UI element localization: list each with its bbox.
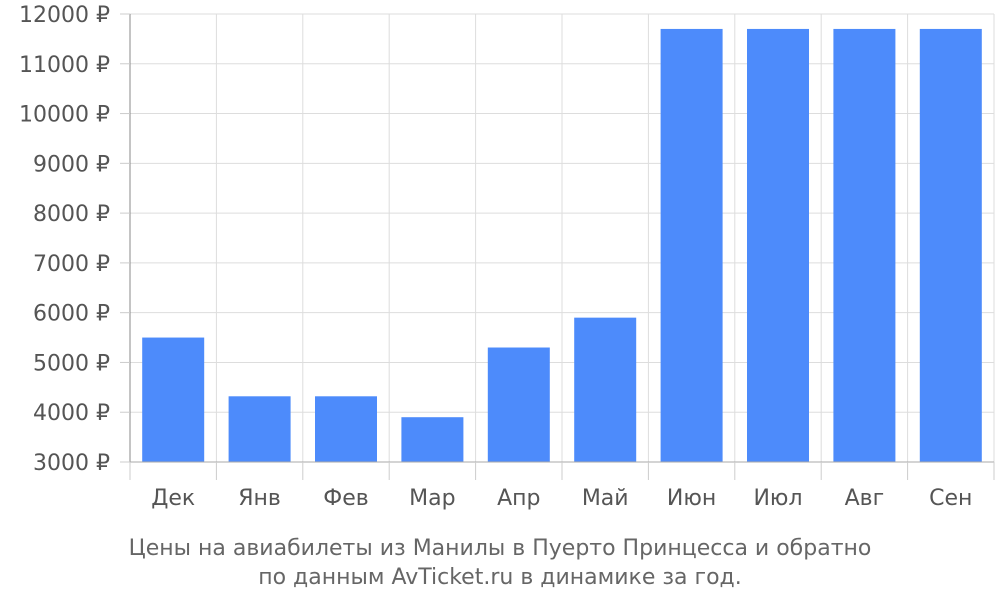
x-tick-label: Авг: [845, 486, 885, 511]
x-tick-label: Май: [582, 486, 629, 511]
x-tick-label: Янв: [238, 486, 281, 511]
y-tick-label: 3000 ₽: [33, 451, 110, 476]
bar-Мар: [401, 417, 464, 462]
y-tick-label: 6000 ₽: [33, 302, 110, 327]
y-tick-label: 5000 ₽: [33, 351, 110, 376]
bar-Фев: [315, 396, 377, 462]
y-tick-label: 10000 ₽: [19, 103, 110, 128]
bar-Сен: [919, 28, 982, 463]
y-tick-label: 12000 ₽: [19, 3, 110, 28]
bar-Июл: [747, 28, 809, 463]
y-tick-label: 4000 ₽: [33, 401, 110, 426]
bar-Май: [574, 317, 637, 462]
bars-group: [142, 28, 982, 463]
y-tick-label: 7000 ₽: [33, 252, 110, 277]
y-tick-label: 9000 ₽: [33, 152, 110, 177]
chart-caption-line-2: по данным AvTicket.ru в динамике за год.: [258, 565, 742, 590]
x-tick-label: Апр: [497, 486, 540, 511]
x-tick-label: Июл: [753, 486, 802, 511]
chart-caption-line-1: Цены на авиабилеты из Манилы в Пуерто Пр…: [129, 536, 872, 561]
y-tick-label: 11000 ₽: [19, 53, 110, 78]
x-axis-ticks: Дек Янв Фев Мар Апр Май Июн Июл Авг Сен: [129, 462, 995, 511]
bar-Июн: [660, 28, 723, 463]
y-tick-label: 8000 ₽: [33, 202, 110, 227]
bar-Дек: [142, 337, 205, 462]
x-tick-label: Дек: [151, 486, 195, 511]
y-axis-ticks: 3000 ₽ 4000 ₽ 5000 ₽ 6000 ₽ 7000 ₽ 8000 ₽ 9000…: [19, 3, 130, 476]
bar-Авг: [833, 28, 896, 463]
bar-Апр: [487, 347, 550, 462]
x-tick-label: Мар: [409, 486, 455, 511]
bar-Янв: [228, 396, 291, 462]
x-tick-label: Сен: [929, 486, 972, 511]
x-tick-label: Фев: [323, 486, 368, 511]
x-tick-label: Июн: [667, 486, 716, 511]
